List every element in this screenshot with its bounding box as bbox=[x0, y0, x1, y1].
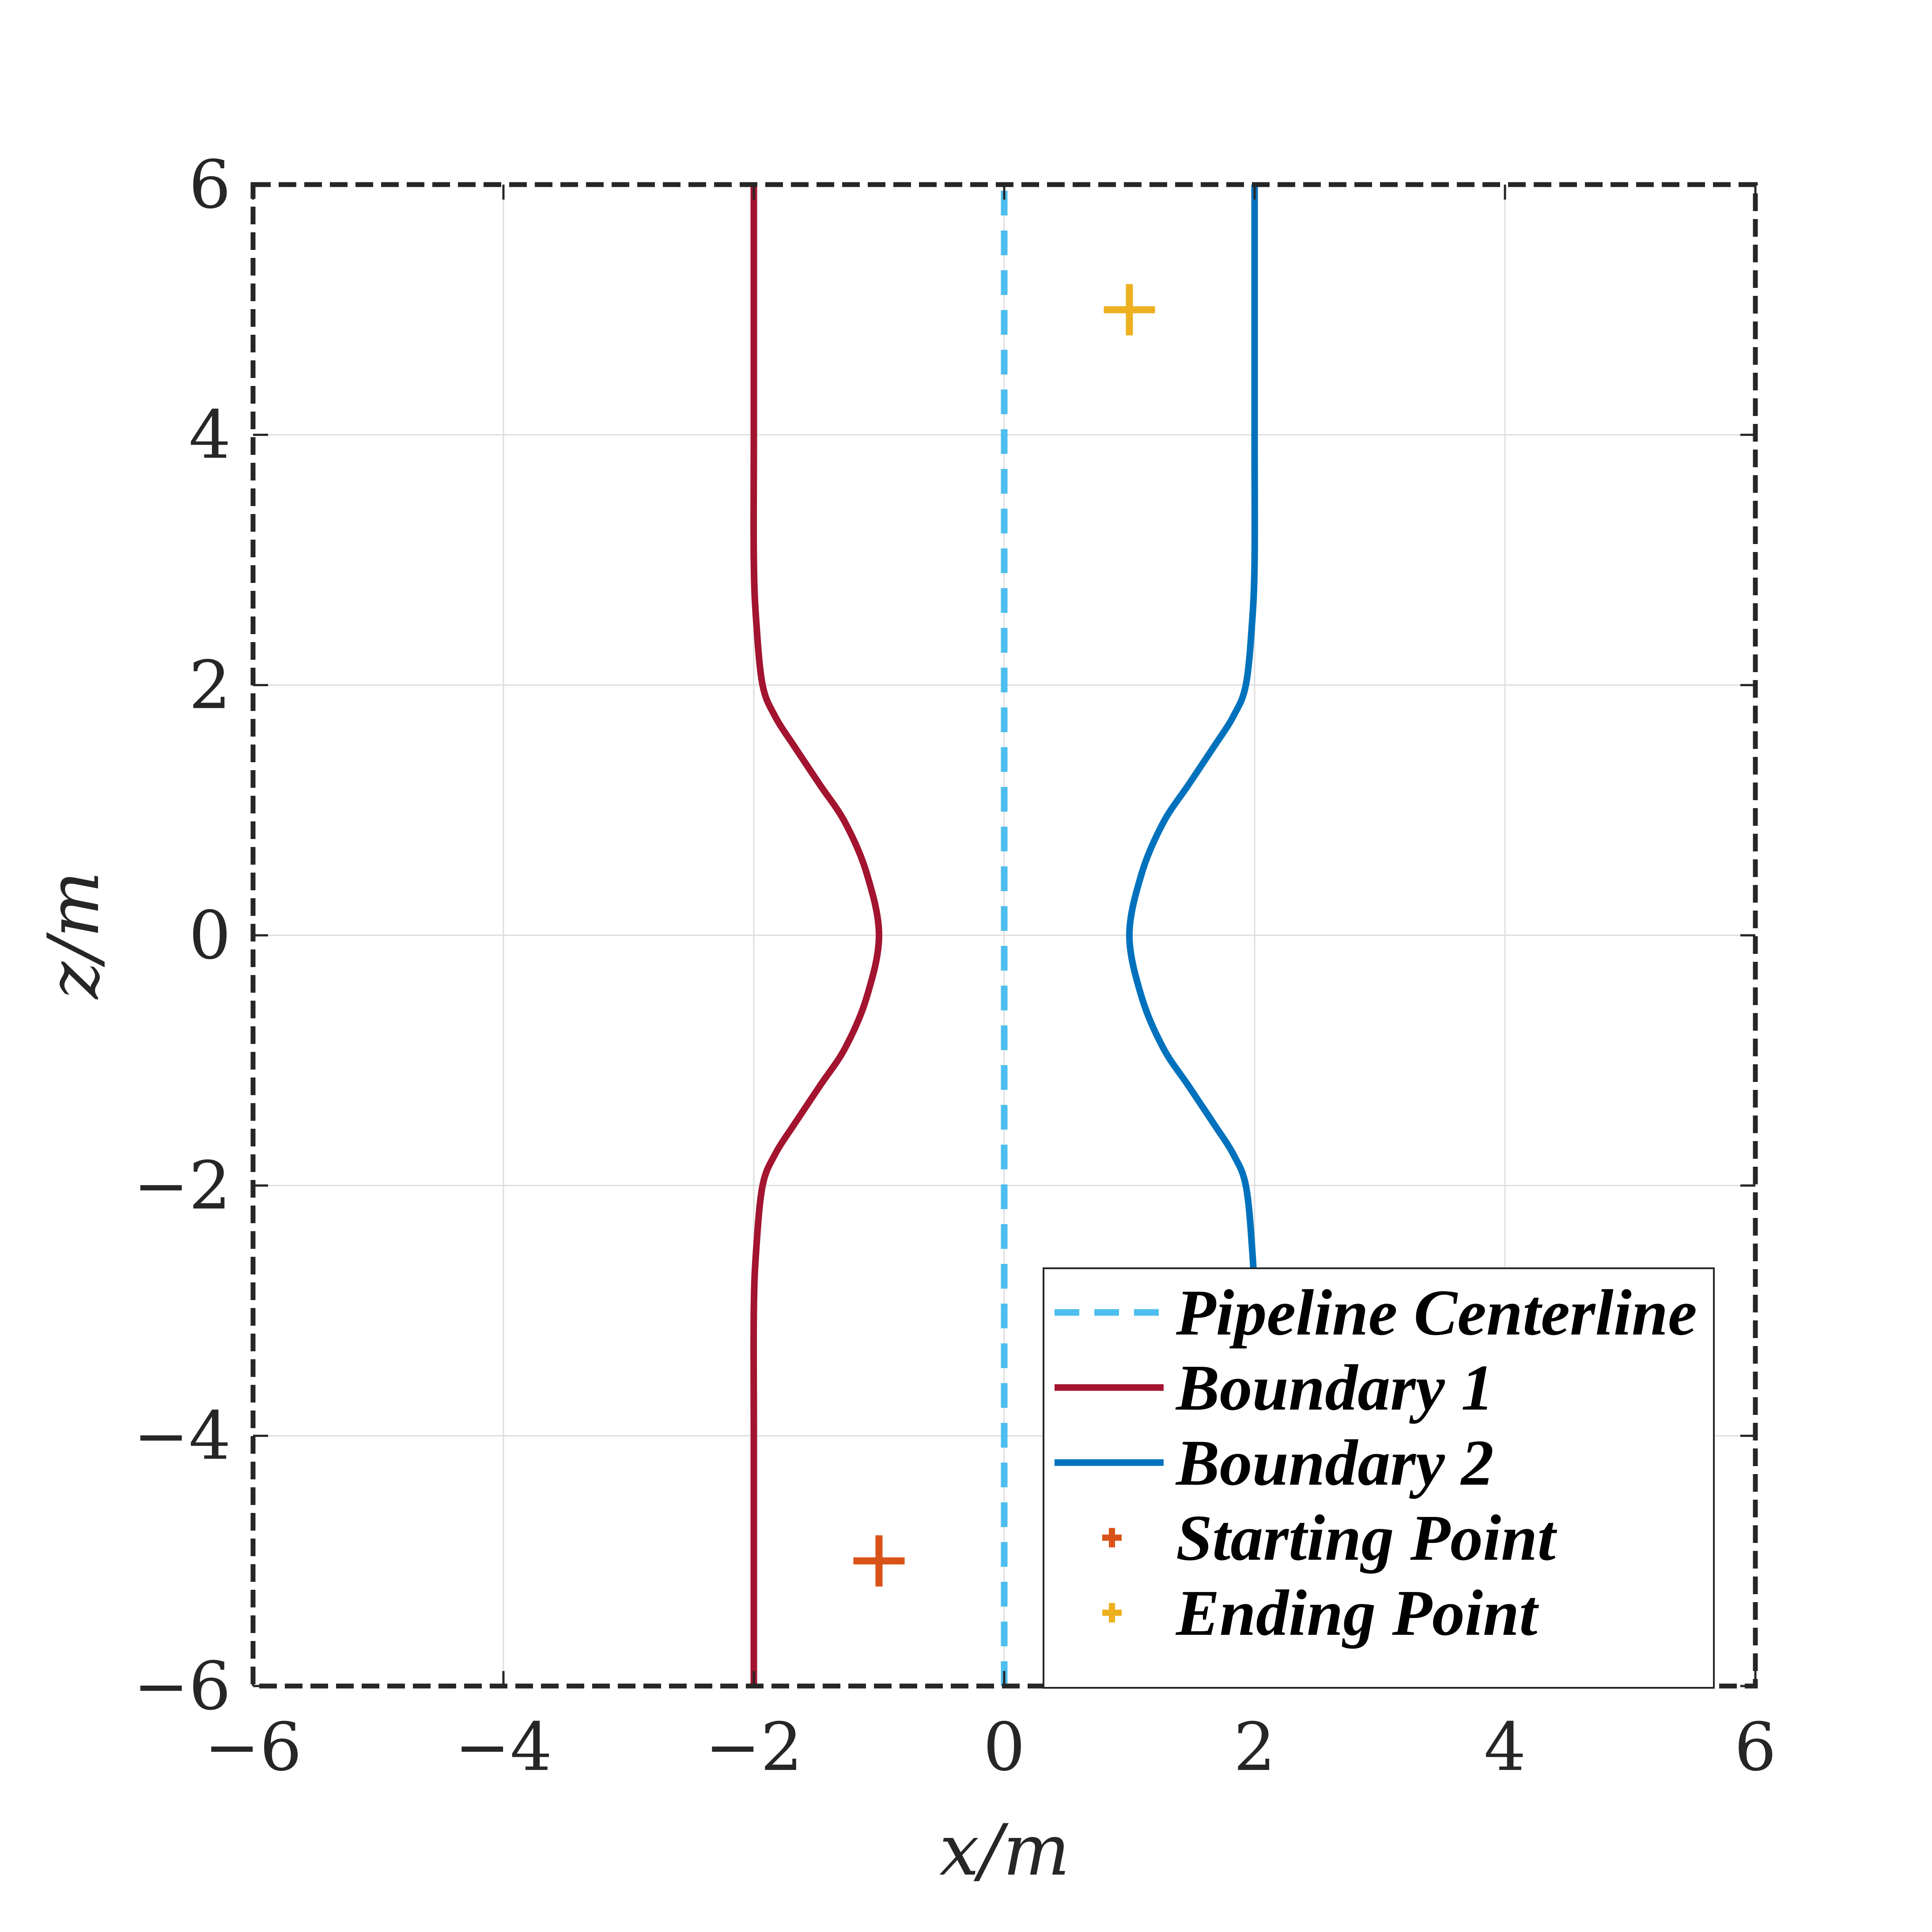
x-tick-label: −2 bbox=[705, 1709, 802, 1786]
y-tick-label: 2 bbox=[189, 647, 231, 724]
legend-box bbox=[1043, 1267, 1715, 1689]
y-tick-label: −6 bbox=[133, 1648, 231, 1725]
y-tick-label: −4 bbox=[133, 1398, 231, 1475]
plus-marker bbox=[1104, 284, 1155, 336]
y-tick-label: 4 bbox=[189, 397, 231, 474]
y-tick-label: −2 bbox=[133, 1148, 231, 1225]
y-tick-label: 6 bbox=[189, 147, 231, 223]
legend-item: Pipeline Centerline bbox=[1055, 1277, 1697, 1349]
x-tick-label: 0 bbox=[983, 1709, 1025, 1786]
x-tick-label: 6 bbox=[1734, 1709, 1776, 1786]
legend-item: Ending Point bbox=[1102, 1577, 1539, 1649]
legend-label: Starting Point bbox=[1176, 1502, 1557, 1574]
x-tick-label: 2 bbox=[1233, 1709, 1275, 1786]
legend-item: Boundary 1 bbox=[1055, 1352, 1494, 1424]
x-axis-label: x/m bbox=[939, 1809, 1070, 1891]
legend-item: Starting Point bbox=[1102, 1502, 1557, 1574]
y-axis-label: z/m bbox=[32, 871, 115, 1000]
legend-label: Ending Point bbox=[1175, 1577, 1539, 1649]
plus-marker bbox=[853, 1535, 905, 1587]
ticks-layer: −6 −4 −2 0 2 4 6 −6 −4 −2 0 2 4 6 bbox=[133, 147, 1777, 1786]
legend-label: Pipeline Centerline bbox=[1176, 1277, 1697, 1349]
x-tick-label: −4 bbox=[454, 1709, 552, 1786]
legend-item: Boundary 2 bbox=[1055, 1427, 1494, 1499]
x-tick-label: 4 bbox=[1484, 1709, 1526, 1786]
series-line-2 bbox=[750, 185, 883, 1686]
y-tick-label: 0 bbox=[189, 897, 231, 974]
legend-label: Boundary 1 bbox=[1175, 1352, 1494, 1424]
x-tick-label: −6 bbox=[204, 1709, 302, 1786]
legend-label: Boundary 2 bbox=[1175, 1427, 1494, 1499]
